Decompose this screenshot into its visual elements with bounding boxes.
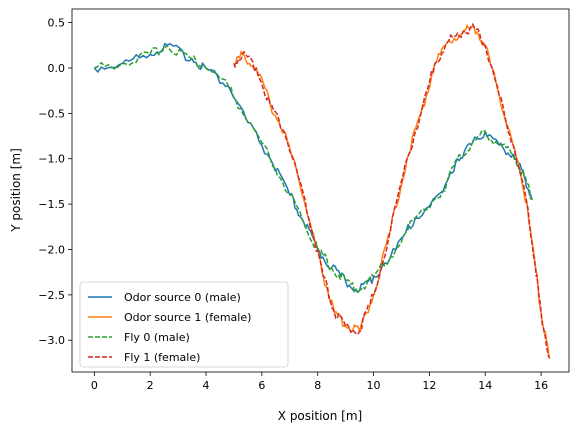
y-tick-label: −2.5 — [38, 289, 65, 302]
legend-label: Odor source 1 (female) — [124, 311, 251, 324]
series-line — [93, 42, 534, 294]
y-tick-label: −1.0 — [38, 153, 65, 166]
x-tick-label: 14 — [478, 379, 492, 392]
x-tick-label: 6 — [258, 379, 265, 392]
series-line — [94, 44, 534, 294]
y-tick-label: −2.0 — [38, 243, 65, 256]
x-tick-label: 10 — [367, 379, 381, 392]
y-axis-label: Y position [m] — [9, 148, 23, 233]
y-tick-label: −3.0 — [38, 334, 65, 347]
series-line — [233, 24, 551, 359]
series-line — [233, 23, 551, 359]
axes: 0 2 4 6 8 10 12 14 16 0.5 0.0 −0.5 −1.0 −1.5 −2.0 −2.5… — [9, 8, 570, 423]
x-tick-label: 12 — [422, 379, 436, 392]
legend-label: Fly 0 (male) — [124, 331, 190, 344]
series-layer — [93, 23, 551, 359]
legend-label: Odor source 0 (male) — [124, 291, 241, 304]
x-tick-label: 8 — [314, 379, 321, 392]
plot-frame — [71, 8, 570, 373]
legend-label: Fly 1 (female) — [124, 351, 200, 364]
y-tick-label: 0.0 — [48, 62, 66, 75]
x-tick-label: 0 — [91, 379, 98, 392]
legend-box — [79, 281, 289, 368]
y-tick-label: 0.5 — [48, 17, 66, 30]
x-tick-label: 16 — [534, 379, 548, 392]
x-tick-label: 2 — [147, 379, 154, 392]
y-tick-label: −0.5 — [38, 107, 65, 120]
x-ticks: 0 2 4 6 8 10 12 14 16 — [91, 372, 548, 392]
y-ticks: 0.5 0.0 −0.5 −1.0 −1.5 −2.0 −2.5 −3.0 — [38, 17, 72, 347]
legend: Odor source 0 (male) Odor source 1 (femal… — [79, 281, 289, 368]
x-tick-label: 4 — [203, 379, 210, 392]
y-tick-label: −1.5 — [38, 198, 65, 211]
x-axis-label: X position [m] — [278, 409, 362, 423]
